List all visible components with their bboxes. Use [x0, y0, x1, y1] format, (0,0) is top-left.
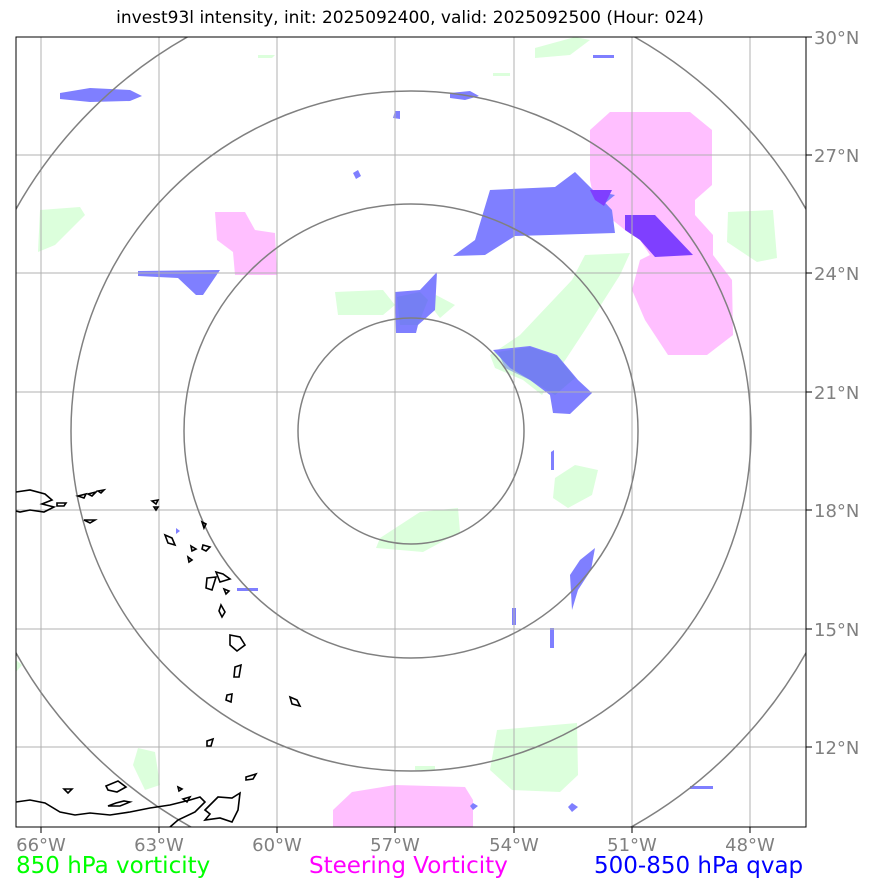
vorticity-region — [535, 37, 590, 58]
qvap-region — [138, 270, 220, 295]
lat-label: 12°N — [814, 738, 859, 759]
overlap-region — [590, 190, 612, 206]
overlap-region — [625, 215, 693, 257]
qvap-region — [550, 628, 554, 648]
coastline — [163, 533, 177, 547]
steering-region — [333, 785, 473, 827]
coastline — [104, 780, 128, 793]
steering-region — [215, 212, 277, 275]
qvap-overlap-shade — [397, 292, 575, 395]
overlap-contours — [590, 190, 693, 257]
range-ring — [16, 37, 806, 827]
qvap-region — [593, 55, 614, 58]
coastline — [181, 795, 192, 804]
coastline — [62, 788, 74, 795]
qvap-region — [353, 170, 361, 179]
overlap-region — [498, 347, 575, 395]
vorticity-region — [490, 723, 578, 792]
coastline — [229, 634, 247, 653]
coastline — [288, 695, 302, 708]
range-ring — [70, 90, 752, 772]
vorticity-region — [415, 766, 435, 770]
coastline — [200, 520, 208, 531]
coastline — [16, 489, 57, 513]
coastline — [16, 796, 207, 827]
vorticity-region — [430, 295, 455, 318]
coastline — [218, 603, 226, 619]
coastlines — [16, 488, 302, 827]
vorticity-region — [16, 660, 22, 672]
range-rings — [16, 37, 806, 827]
overlap-region — [397, 292, 428, 325]
plot-area — [16, 37, 806, 827]
lat-label: 18°N — [814, 501, 859, 522]
coastline — [222, 587, 231, 596]
lon-ticks — [40, 827, 751, 833]
lon-label: 48°W — [725, 835, 775, 856]
legend-steering-vorticity: Steering Vorticity — [309, 853, 508, 879]
lon-label: 51°W — [607, 835, 657, 856]
coastline — [205, 576, 218, 592]
coastline — [152, 506, 160, 512]
coastline — [206, 737, 215, 747]
coastline — [83, 519, 98, 524]
lat-tick-labels: 30°N 27°N 24°N 21°N 18°N 15°N 12°N — [814, 28, 859, 759]
qvap-region — [60, 88, 142, 102]
coastline — [189, 544, 198, 553]
qvap-region — [453, 172, 615, 256]
coastline — [203, 791, 241, 823]
coastline — [176, 785, 184, 793]
vorticity-region — [553, 465, 598, 508]
legend-qvap: 500-850 hPa qvap — [594, 853, 804, 879]
qvap-region — [470, 803, 478, 810]
lon-label: 63°W — [134, 835, 184, 856]
plot-frame — [15, 36, 807, 828]
coastline — [225, 692, 233, 704]
vorticity-region — [493, 73, 510, 76]
qvap-region — [551, 450, 554, 470]
lat-label: 27°N — [814, 146, 859, 167]
lon-label: 57°W — [370, 835, 420, 856]
lat-label: 30°N — [814, 28, 859, 49]
vorticity-region — [133, 748, 160, 790]
coastline — [233, 663, 243, 678]
lat-ticks — [806, 36, 812, 748]
coastline — [150, 498, 160, 506]
coastline — [245, 772, 258, 781]
vorticity-region — [727, 210, 777, 262]
coastline — [107, 800, 133, 807]
map-title: invest93l intensity, init: 2025092400, v… — [116, 8, 704, 28]
qvap-region — [176, 528, 180, 534]
lon-label: 54°W — [489, 835, 539, 856]
qvap-region — [568, 803, 578, 812]
vorticity-region — [335, 290, 395, 315]
coastline — [95, 488, 107, 495]
graticule — [16, 37, 806, 827]
vorticity-region — [38, 207, 85, 252]
vorticity-region — [376, 508, 460, 552]
lon-label: 66°W — [16, 835, 66, 856]
coastline — [85, 490, 99, 497]
vorticity-region — [258, 55, 275, 58]
lat-label: 21°N — [814, 383, 859, 404]
lat-label: 15°N — [814, 620, 859, 641]
coastline — [214, 570, 232, 583]
coastline — [56, 502, 68, 507]
qvap-region — [690, 786, 713, 789]
lon-tick-labels: 66°W 63°W 60°W 57°W 54°W 51°W 48°W — [16, 835, 775, 856]
legend-850hpa-vorticity: 850 hPa vorticity — [16, 853, 211, 879]
coastline — [75, 492, 88, 499]
range-ring — [183, 203, 639, 659]
lon-label: 60°W — [252, 835, 302, 856]
lat-label: 24°N — [814, 264, 859, 285]
qvap-region — [393, 111, 400, 119]
range-ring — [297, 317, 525, 545]
coastline — [201, 544, 212, 552]
coastline — [186, 555, 194, 564]
